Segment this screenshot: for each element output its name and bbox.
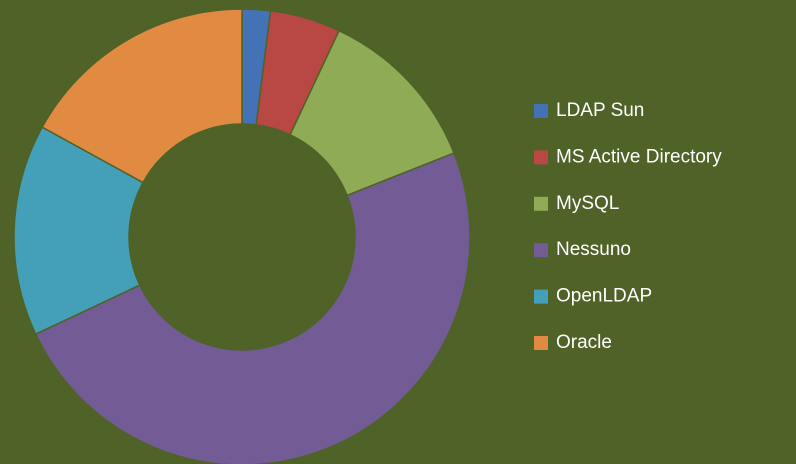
legend-label: OpenLDAP xyxy=(556,286,652,307)
legend-swatch xyxy=(534,289,548,304)
legend-label: MySQL xyxy=(556,193,619,214)
legend-swatch xyxy=(534,336,548,350)
donut-segment xyxy=(41,8,243,184)
donut-segment xyxy=(34,152,471,464)
donut-segment xyxy=(13,126,144,336)
legend-label: MS Active Directory xyxy=(556,146,722,167)
legend-label: Oracle xyxy=(556,332,612,353)
legend-label: Nessuno xyxy=(556,239,631,260)
legend-label: LDAP Sun xyxy=(556,100,644,121)
legend-swatch xyxy=(534,243,548,258)
legend-swatch xyxy=(534,150,548,165)
legend-swatch xyxy=(534,196,548,211)
legend-swatch xyxy=(534,104,548,118)
